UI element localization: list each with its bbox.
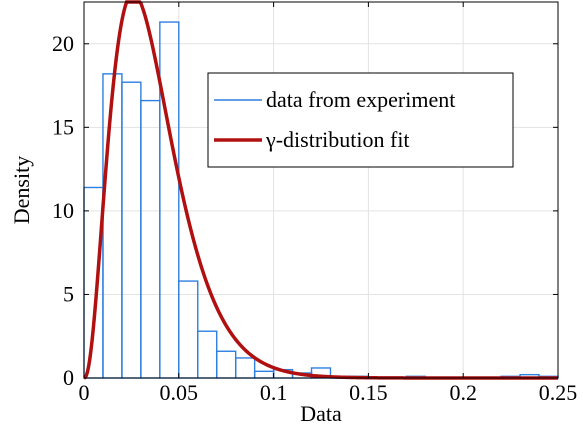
legend-label-fit: γ-distribution fit — [265, 127, 410, 152]
legend: data from experiment γ-distribution fit — [207, 72, 514, 168]
legend-label-data: data from experiment — [266, 87, 455, 112]
x-axis-label: Data — [300, 401, 342, 426]
x-tick-label: 0.25 — [539, 380, 578, 405]
x-tick-label: 0.15 — [349, 380, 388, 405]
x-tick-label: 0.2 — [449, 380, 477, 405]
x-tick-label: 0.05 — [160, 380, 199, 405]
legend-box — [207, 72, 514, 168]
plot-frame — [83, 1, 559, 379]
axis-ticks — [83, 2, 559, 379]
x-tick-label: 0.1 — [260, 380, 288, 405]
y-tick-label: 10 — [52, 198, 74, 223]
plot-area — [84, 2, 558, 378]
y-axis-label: Density — [9, 156, 34, 224]
y-tick-label: 15 — [52, 114, 74, 139]
y-tick-label: 20 — [52, 31, 74, 56]
y-tick-label: 0 — [63, 365, 74, 390]
tick-labels: 0 0.05 0.1 0.15 0.2 0.25 0 5 10 15 20 — [52, 31, 577, 405]
x-tick-label: 0 — [79, 380, 90, 405]
y-tick-label: 5 — [63, 281, 74, 306]
